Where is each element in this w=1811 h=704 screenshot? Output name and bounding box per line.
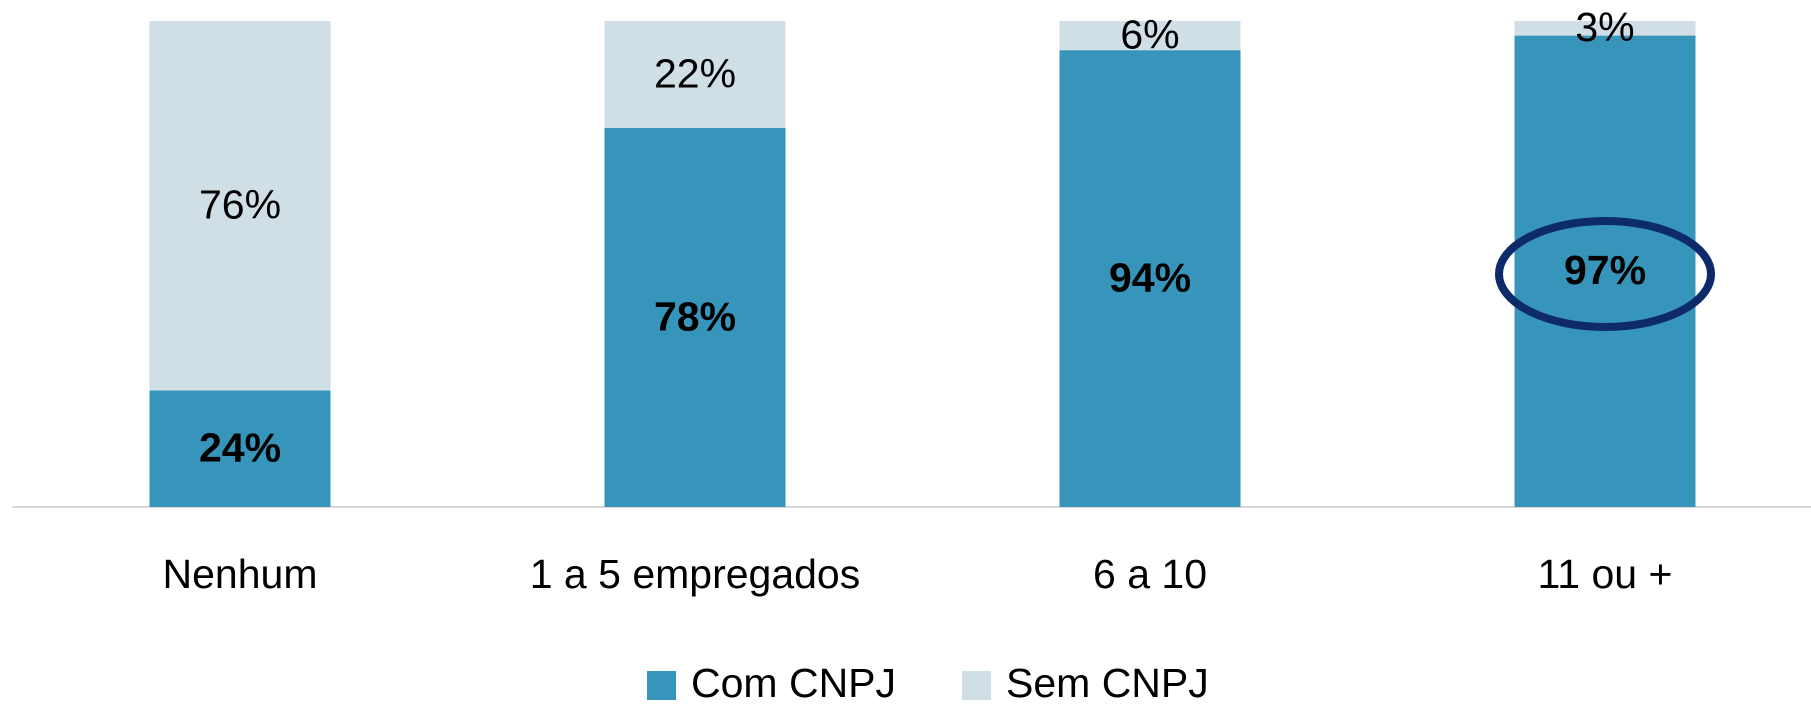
bar-segment: [1059, 50, 1241, 507]
x-tick-label: 6 a 10: [1093, 551, 1207, 597]
bar-segment: [604, 21, 786, 128]
bar-segment: [1514, 35, 1696, 507]
bar-segment: [149, 21, 331, 391]
data-label: 3%: [1575, 4, 1634, 50]
legend-label: Com CNPJ: [691, 660, 896, 704]
data-label: 6%: [1120, 11, 1179, 57]
highlight-circle: [1495, 217, 1715, 331]
legend-label: Sem CNPJ: [1006, 660, 1209, 704]
data-label: 76%: [199, 182, 281, 228]
bar-segment: [1059, 21, 1241, 51]
data-label: 97%: [1564, 247, 1646, 293]
data-label: 24%: [199, 425, 281, 471]
data-label: 94%: [1109, 254, 1191, 300]
x-tick-label: 11 ou +: [1538, 551, 1673, 597]
legend-swatch: [647, 671, 676, 700]
bar-segment: [1514, 21, 1696, 36]
x-tick-label: Nenhum: [163, 551, 318, 597]
x-tick-label: 1 a 5 empregados: [530, 551, 861, 597]
legend-swatch: [962, 671, 991, 700]
data-label: 22%: [654, 50, 736, 96]
bar-segment: [604, 127, 786, 508]
bar-segment: [149, 390, 331, 507]
data-label: 78%: [654, 293, 736, 339]
